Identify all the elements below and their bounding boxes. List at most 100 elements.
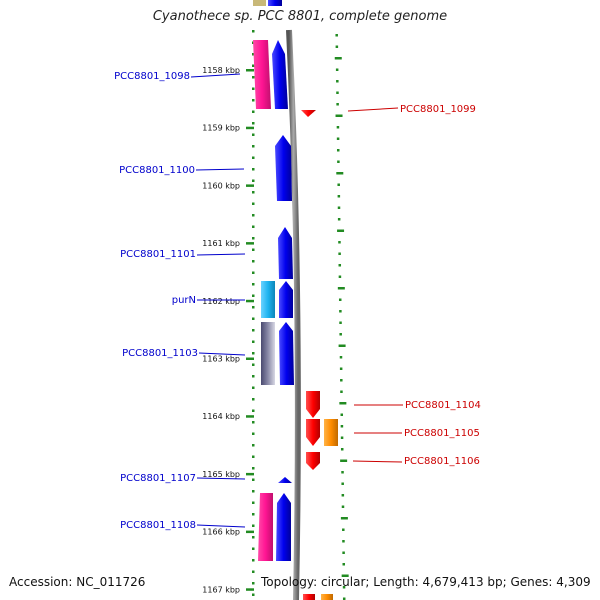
minor-tick-left — [252, 168, 255, 171]
major-tick-left — [246, 472, 254, 476]
major-tick-left — [246, 242, 254, 245]
kbp-label: 1160 kbp — [202, 181, 240, 190]
kbp-label: 1163 kbp — [202, 355, 240, 364]
label-pcc8801-1099[interactable]: PCC8801_1099 — [400, 104, 476, 115]
label-pcc8801-1108[interactable]: PCC8801_1108 — [120, 520, 196, 531]
minor-tick-right — [336, 126, 340, 129]
minor-tick-right — [338, 264, 342, 267]
minor-tick-left — [252, 490, 255, 493]
minor-tick-right — [342, 586, 346, 589]
major-tick-right — [338, 344, 346, 347]
gene-1098-pink[interactable] — [253, 40, 271, 109]
genome-title: Cyanothece sp. PCC 8801, complete genome — [152, 9, 448, 24]
minor-tick-left — [252, 110, 255, 113]
minor-tick-left — [252, 582, 255, 585]
left-tick-column — [252, 30, 255, 596]
minor-tick-left — [252, 271, 255, 274]
minor-tick-right — [340, 436, 344, 439]
major-tick-right — [339, 402, 347, 405]
gene-1103-grey[interactable] — [261, 322, 275, 385]
major-tick-left — [246, 126, 254, 130]
gene-1101-arrow[interactable] — [278, 227, 293, 279]
gene-1105-arrow[interactable] — [306, 419, 320, 446]
minor-tick-right — [338, 298, 342, 301]
kbp-label: 1166 kbp — [202, 528, 240, 537]
minor-tick-right — [337, 183, 340, 186]
minor-tick-right — [339, 367, 343, 370]
gene-1106-arrow[interactable] — [306, 452, 320, 470]
gene-1099-arrow[interactable] — [301, 110, 316, 117]
minor-tick-left — [252, 593, 255, 596]
label-purN[interactable]: purN — [172, 295, 196, 306]
gene-purN-cyan[interactable] — [261, 281, 275, 318]
label-pcc8801-1107[interactable]: PCC8801_1107 — [120, 473, 196, 484]
leader-line-1106 — [352, 460, 403, 463]
gene-1108-arrow[interactable] — [276, 493, 291, 561]
minor-tick-right — [340, 390, 343, 393]
major-tick-right — [335, 114, 343, 117]
right-tick-column — [334, 34, 349, 600]
minor-tick-left — [252, 225, 255, 228]
minor-tick-left — [252, 547, 255, 550]
minor-tick-right — [341, 505, 345, 508]
minor-tick-right — [336, 80, 339, 83]
minor-tick-right — [338, 252, 341, 255]
gene-1103-arrow[interactable] — [279, 322, 294, 385]
minor-tick-left — [252, 513, 255, 516]
genome-backbone — [286, 29, 301, 600]
gene-1104-arrow[interactable] — [306, 391, 320, 418]
minor-tick-left — [252, 421, 255, 424]
minor-tick-left — [252, 87, 255, 90]
major-tick-right — [337, 229, 345, 232]
minor-tick-left — [252, 398, 255, 401]
label-pcc8801-1104[interactable]: PCC8801_1104 — [405, 400, 481, 411]
major-tick-left — [246, 357, 254, 360]
label-pcc8801-1106[interactable]: PCC8801_1106 — [404, 456, 480, 467]
label-pcc8801-1105[interactable]: PCC8801_1105 — [404, 428, 480, 439]
minor-tick-right — [340, 448, 344, 451]
minor-tick-right — [337, 206, 341, 209]
major-tick-right — [334, 57, 342, 60]
major-tick-left — [246, 69, 254, 72]
major-tick-right — [340, 459, 348, 462]
minor-tick-right — [336, 137, 340, 140]
minor-tick-left — [252, 191, 255, 194]
label-pcc8801-1103[interactable]: PCC8801_1103 — [122, 348, 198, 359]
minor-tick-left — [252, 352, 255, 355]
label-pcc8801-1100[interactable]: PCC8801_1100 — [119, 165, 195, 176]
gene-1107-arrow[interactable] — [278, 477, 292, 483]
label-pcc8801-1098[interactable]: PCC8801_1098 — [114, 71, 190, 82]
accession-text: Accession: NC_011726 — [9, 575, 146, 589]
minor-tick-right — [341, 482, 344, 485]
gene-1105-orange[interactable] — [324, 419, 338, 446]
minor-tick-right — [337, 160, 340, 163]
minor-tick-left — [252, 363, 255, 366]
minor-tick-right — [338, 241, 341, 244]
minor-tick-left — [252, 455, 255, 458]
minor-tick-right — [341, 471, 344, 474]
minor-tick-right — [337, 195, 341, 198]
minor-tick-left — [252, 294, 255, 297]
minor-tick-right — [340, 379, 343, 382]
minor-tick-right — [342, 563, 346, 566]
minor-tick-left — [252, 283, 255, 286]
minor-tick-left — [252, 409, 255, 412]
minor-tick-left — [252, 570, 255, 573]
minor-tick-left — [252, 386, 255, 389]
minor-tick-right — [339, 321, 342, 324]
minor-tick-left — [252, 30, 255, 33]
minor-tick-right — [335, 45, 339, 48]
major-tick-left — [246, 415, 254, 418]
gene-1108-pink[interactable] — [258, 493, 273, 561]
label-pcc8801-1101[interactable]: PCC8801_1101 — [120, 249, 196, 260]
major-tick-left — [246, 588, 254, 591]
minor-tick-right — [338, 275, 342, 278]
major-tick-left — [246, 184, 254, 187]
gene-purN-arrow[interactable] — [279, 281, 293, 318]
gene-1100-arrow[interactable] — [275, 135, 292, 201]
kbp-label: 1159 kbp — [202, 124, 240, 133]
gene-1098-arrow[interactable] — [272, 40, 288, 109]
minor-tick-left — [252, 53, 255, 56]
minor-tick-left — [252, 76, 255, 79]
